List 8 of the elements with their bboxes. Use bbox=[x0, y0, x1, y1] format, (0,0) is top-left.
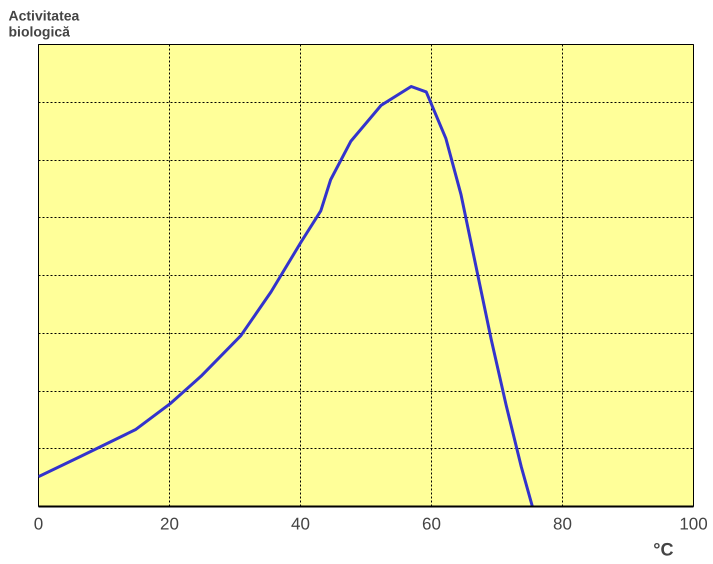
x-tick-label: 100 bbox=[679, 514, 708, 534]
x-tick-label: 0 bbox=[34, 514, 44, 534]
x-tick-label: 20 bbox=[160, 514, 179, 534]
x-tick-label: 80 bbox=[553, 514, 572, 534]
x-tick-label: 60 bbox=[422, 514, 441, 534]
x-tick-label: 40 bbox=[291, 514, 310, 534]
y-axis-title: Activitatea biologică bbox=[8, 8, 80, 40]
x-axis-title: °C bbox=[653, 540, 674, 560]
